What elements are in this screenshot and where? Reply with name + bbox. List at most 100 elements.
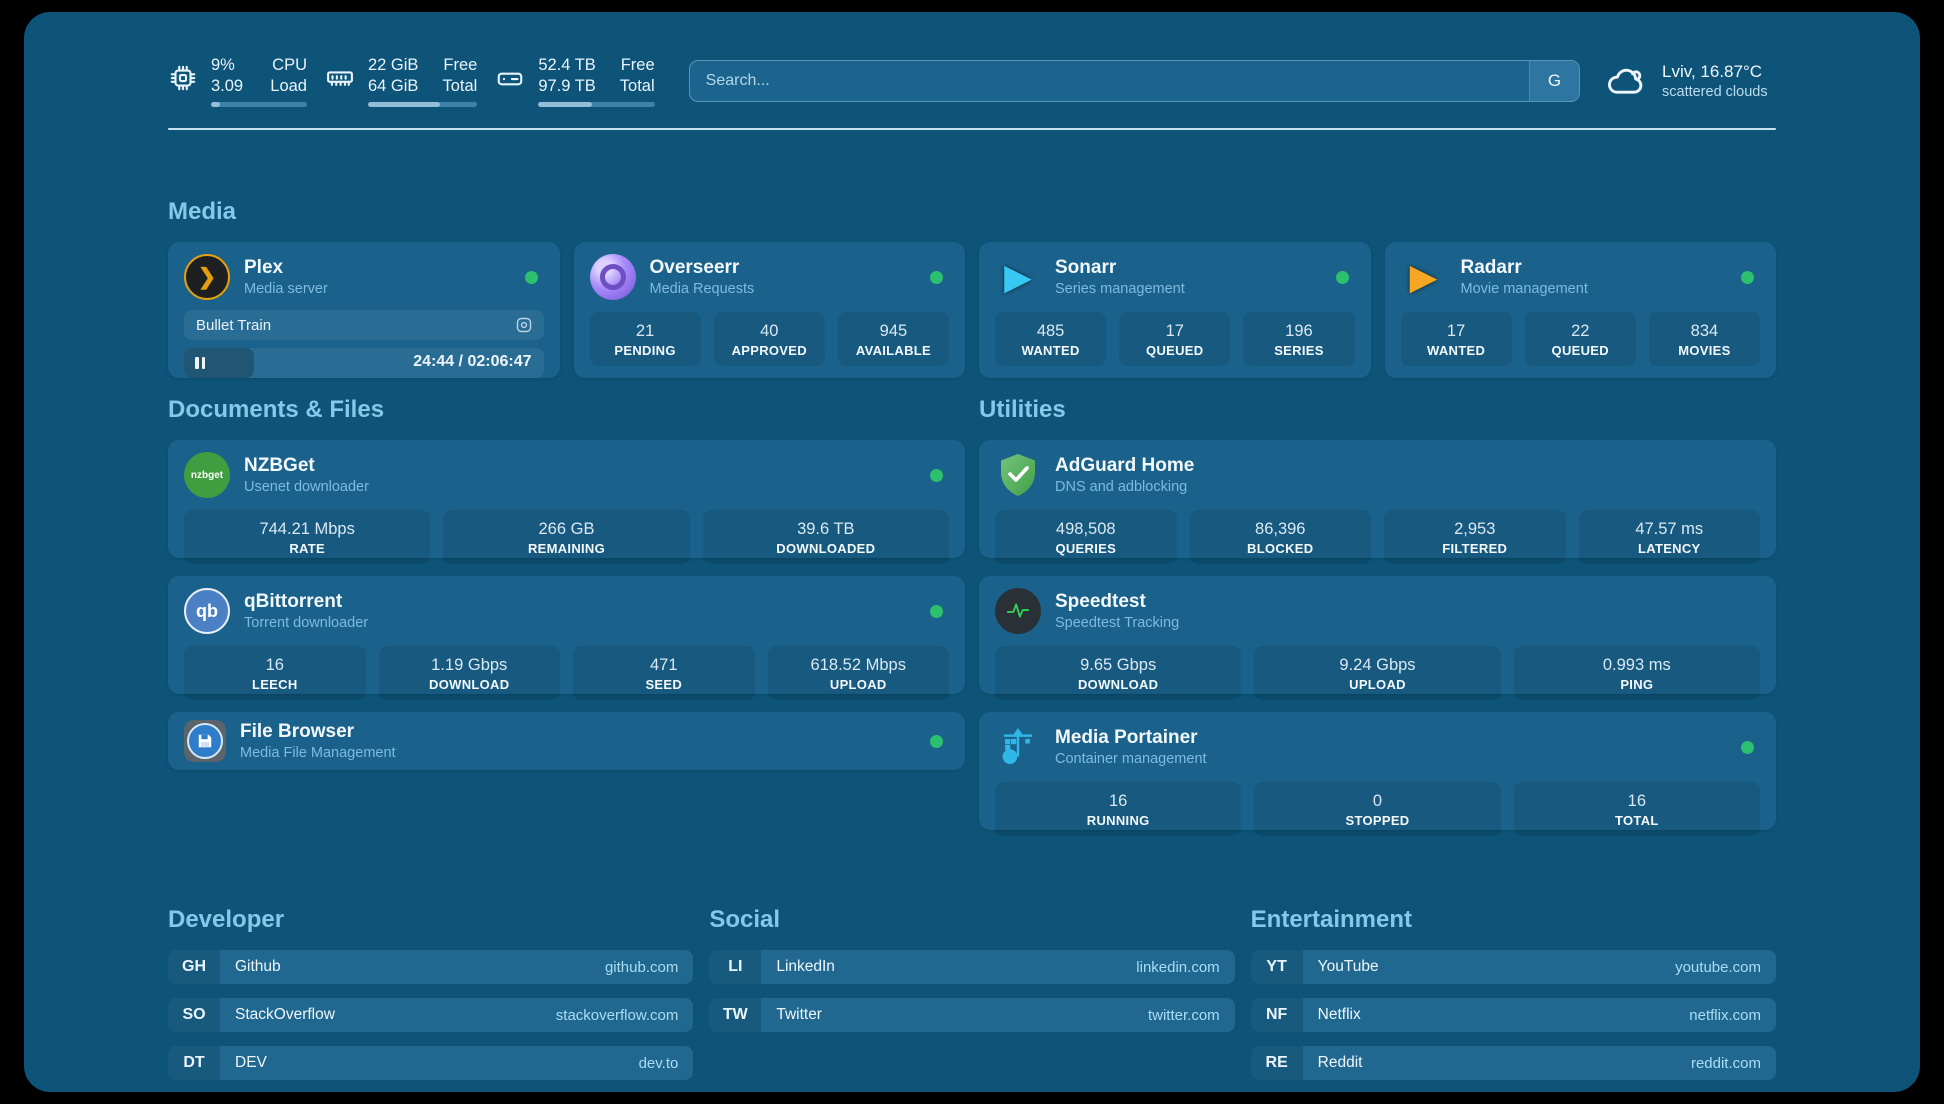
stat-label: QUEUED — [1551, 343, 1609, 358]
disk-free-value: 52.4 TB — [538, 56, 596, 74]
bookmark-name: Github — [235, 958, 281, 975]
bookmark-name: Reddit — [1317, 1054, 1363, 1071]
stat-queries: 498,508 QUERIES — [995, 510, 1177, 564]
section-title-social: Social — [709, 906, 781, 933]
memory-free-label: Free — [443, 56, 478, 74]
sonarr-title: Sonarr — [1055, 256, 1117, 278]
speedtest-card[interactable]: Speedtest Speedtest Tracking 9.65 Gbps D… — [979, 576, 1776, 700]
stat-label: RUNNING — [1086, 813, 1150, 828]
memory-icon — [325, 63, 355, 93]
bookmark-youtube[interactable]: YT YouTube youtube.com — [1250, 950, 1776, 984]
portainer-title: Media Portainer — [1055, 726, 1198, 748]
disk-icon — [495, 63, 525, 93]
sonarr-icon: ▶ — [1004, 256, 1032, 297]
developer-links-column: Developer GH Github github.com SO StackO… — [168, 906, 694, 1092]
stat-label: DOWNLOAD — [429, 677, 510, 692]
qbittorrent-card[interactable]: qb qBittorrent Torrent downloader 16 LEE… — [168, 576, 965, 700]
weather-widget: Lviv, 16.87°C scattered clouds — [1606, 61, 1776, 102]
stat-latency: 47.57 ms LATENCY — [1578, 510, 1760, 564]
overseerr-card[interactable]: Overseerr Media Requests 21 PENDING 40 A… — [573, 242, 965, 378]
plex-title: Plex — [244, 256, 284, 278]
stat-label: LEECH — [251, 677, 298, 692]
bookmark-netflix[interactable]: NF Netflix netflix.com — [1250, 998, 1776, 1032]
stat-wanted: 485 WANTED — [995, 312, 1107, 366]
memory-total-value: 64 GiB — [368, 77, 419, 95]
bookmark-twitter[interactable]: TW Twitter twitter.com — [709, 998, 1235, 1032]
overseerr-title: Overseerr — [649, 256, 740, 278]
stat-remaining: 266 GB REMAINING — [443, 510, 690, 564]
bookmark-github[interactable]: GH Github github.com — [168, 950, 694, 984]
radarr-card[interactable]: ▶ Radarr Movie management 17 WANTED — [1384, 242, 1776, 378]
cpu-icon — [168, 63, 198, 93]
qbittorrent-status-dot — [930, 604, 943, 618]
dashboard-panel: 9% CPU 3.09 Load — [24, 12, 1920, 1092]
bookmark-name: Twitter — [776, 1006, 822, 1023]
bookmark-linkedin[interactable]: LI LinkedIn linkedin.com — [709, 950, 1235, 984]
disk-free-label: Free — [620, 56, 655, 74]
stat-download: 9.65 Gbps DOWNLOAD — [995, 646, 1242, 700]
stat-wanted: 17 WANTED — [1400, 312, 1512, 366]
bookmark-url: netflix.com — [1689, 1006, 1761, 1024]
search-provider-button[interactable]: G — [1529, 61, 1579, 101]
portainer-card[interactable]: Media Portainer Container management 16 … — [979, 712, 1776, 836]
bookmark-reddit[interactable]: RE Reddit reddit.com — [1250, 1046, 1776, 1080]
stat-label: STOPPED — [1345, 813, 1410, 828]
stat-value: 618.52 Mbps — [810, 656, 906, 674]
sonarr-card[interactable]: ▶ Sonarr Series management 485 WANTED — [979, 242, 1371, 378]
stat-upload: 9.24 Gbps UPLOAD — [1254, 646, 1501, 700]
bookmark-abbr: DT — [168, 1046, 220, 1080]
playback-progress-bar: 24:44 / 02:06:47 — [184, 348, 544, 378]
bookmark-abbr: SO — [168, 998, 220, 1032]
stat-label: RATE — [289, 541, 325, 556]
section-title-entertainment: Entertainment — [1250, 906, 1413, 933]
stat-label: TOTAL — [1615, 813, 1659, 828]
stat-running: 16 RUNNING — [995, 782, 1242, 836]
stat-value: 9.24 Gbps — [1339, 656, 1416, 674]
playback-time: 24:44 / 02:06:47 — [413, 353, 532, 370]
stat-value: 945 — [879, 322, 908, 340]
adguard-card[interactable]: AdGuard Home DNS and adblocking 498,508 … — [979, 440, 1776, 564]
stat-label: UPLOAD — [1349, 677, 1406, 692]
stat-value: 0 — [1372, 792, 1383, 810]
stat-seed: 471 SEED — [573, 646, 755, 700]
plex-status-dot — [524, 270, 538, 284]
bookmark-abbr: NF — [1250, 998, 1303, 1032]
stat-value: 39.6 TB — [797, 520, 855, 538]
stat-value: 17 — [1165, 322, 1184, 340]
nzbget-title: NZBGet — [244, 454, 315, 476]
stat-download: 1.19 Gbps DOWNLOAD — [378, 646, 560, 700]
bookmark-dev[interactable]: DT DEV dev.to — [168, 1046, 694, 1080]
bookmark-name: YouTube — [1317, 958, 1379, 975]
stat-pending: 21 PENDING — [589, 312, 701, 366]
speedtest-title: Speedtest — [1055, 590, 1146, 612]
nzbget-card[interactable]: nzbget NZBGet Usenet downloader 744.21 M… — [168, 440, 965, 564]
bookmark-name: DEV — [235, 1054, 267, 1071]
stat-label: BLOCKED — [1247, 541, 1314, 556]
stat-stopped: 0 STOPPED — [1254, 782, 1501, 836]
now-playing-row: Bullet Train — [184, 310, 544, 340]
search-input[interactable] — [689, 61, 1529, 101]
cpu-usage-value: 9% — [211, 56, 235, 74]
bookmark-stackoverflow[interactable]: SO StackOverflow stackoverflow.com — [168, 998, 694, 1032]
speedtest-subtitle: Speedtest Tracking — [1055, 614, 1180, 631]
stat-value: 16 — [1108, 792, 1128, 810]
bookmark-url: linkedin.com — [1136, 958, 1220, 976]
stat-value: 834 — [1690, 322, 1719, 340]
weather-condition: scattered clouds — [1662, 83, 1768, 100]
stat-downloaded: 39.6 TB DOWNLOADED — [702, 510, 949, 564]
cpu-usage-bar — [211, 102, 307, 107]
now-playing-title: Bullet Train — [196, 316, 272, 334]
cpu-load-label: Load — [270, 77, 307, 95]
stat-rate: 744.21 Mbps RATE — [184, 510, 431, 564]
stat-value: 86,396 — [1255, 520, 1306, 538]
stat-upload: 618.52 Mbps UPLOAD — [767, 646, 949, 700]
radarr-title: Radarr — [1460, 256, 1522, 278]
filebrowser-card[interactable]: File Browser Media File Management — [168, 712, 965, 770]
stat-label: FILTERED — [1442, 541, 1508, 556]
stat-movies: 834 MOVIES — [1648, 312, 1761, 366]
stat-value: 0.993 ms — [1602, 656, 1671, 674]
stat-filtered: 2,953 FILTERED — [1384, 510, 1566, 564]
filebrowser-status-dot — [930, 734, 943, 748]
plex-card[interactable]: ❯ Plex Media server Bullet Train — [168, 242, 560, 378]
stat-blocked: 86,396 BLOCKED — [1189, 510, 1371, 564]
